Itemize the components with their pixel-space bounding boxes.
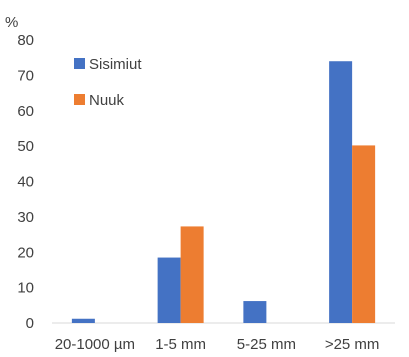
y-tick-label: 0	[26, 315, 34, 332]
y-axis: 0 10 20 30 40 50 60 70 80	[17, 32, 34, 332]
legend-swatch-sisimiut	[74, 58, 85, 69]
y-tick-label: 40	[17, 174, 34, 191]
y-tick-label: 30	[17, 209, 34, 226]
x-axis: 20-1000 µm 1-5 mm 5-25 mm >25 mm	[55, 336, 380, 353]
bar-nuuk-3	[352, 145, 376, 323]
y-tick-label: 50	[17, 138, 34, 155]
y-tick-label: 20	[17, 244, 34, 261]
y-tick-label: 60	[17, 103, 34, 120]
bars-group	[71, 61, 376, 323]
bar-nuuk-1	[180, 226, 204, 323]
legend-swatch-nuuk	[74, 94, 85, 105]
x-tick-label: 1-5 mm	[155, 336, 206, 353]
legend-label: Sisimiut	[89, 56, 142, 73]
x-tick-label: >25 mm	[325, 336, 380, 353]
x-tick-label: 5-25 mm	[237, 336, 296, 353]
bar-sisimiut-3	[329, 61, 353, 323]
legend-label: Nuuk	[89, 92, 125, 109]
bar-sisimiut-1	[157, 257, 181, 323]
x-tick-label: 20-1000 µm	[55, 336, 135, 353]
y-tick-label: 80	[17, 32, 34, 49]
y-tick-label: 70	[17, 67, 34, 84]
y-axis-unit-label: %	[5, 14, 18, 31]
bar-sisimiut-2	[243, 301, 267, 323]
bar-sisimiut-0	[71, 318, 95, 323]
legend: Sisimiut Nuuk	[74, 56, 142, 109]
y-tick-label: 10	[17, 280, 34, 297]
